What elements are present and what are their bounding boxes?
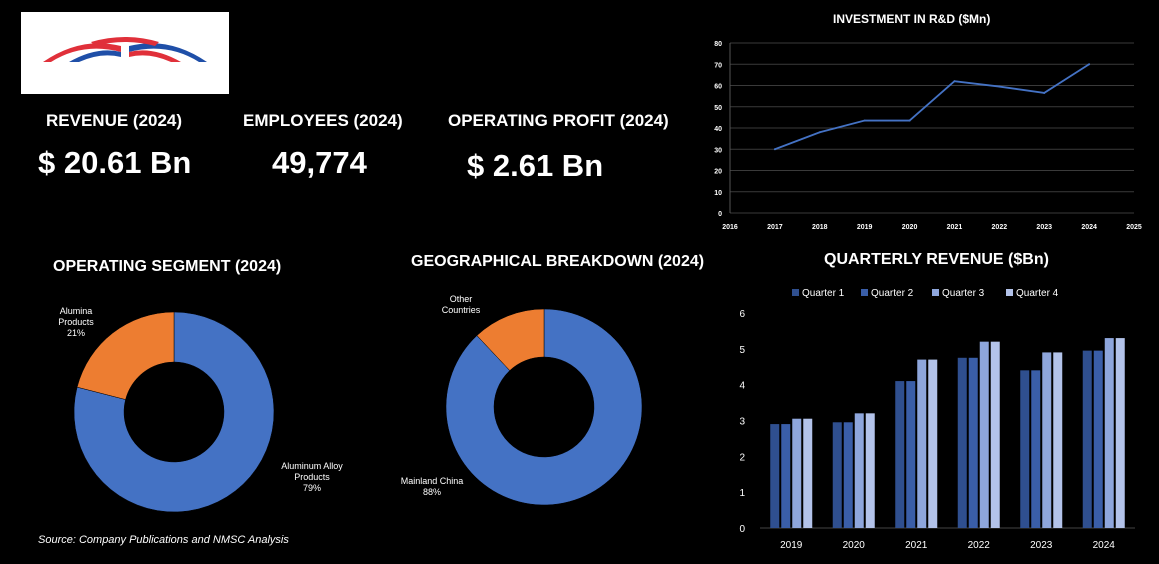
quarterly-bar: [1020, 370, 1030, 528]
geo-chart-title: GEOGRAPHICAL BREAKDOWN (2024): [411, 253, 705, 270]
quarterly-x-tick-label: 2023: [1030, 540, 1053, 551]
rd-x-tick-label: 2019: [857, 224, 873, 231]
rd-y-tick-label: 20: [714, 169, 722, 176]
rd-data-point: [908, 119, 911, 122]
quarterly-bar: [832, 422, 842, 528]
rd-y-tick-label: 50: [714, 105, 722, 112]
quarterly-chart-title: QUARTERLY REVENUE ($Bn): [824, 251, 1049, 268]
quarterly-y-tick-label: 2: [739, 452, 745, 463]
kpi-employees-label: EMPLOYEES (2024): [243, 111, 403, 130]
legend-swatch: [792, 289, 799, 296]
rd-x-tick-label: 2020: [902, 224, 918, 231]
legend-label: Quarter 4: [1016, 288, 1059, 299]
quarterly-bar-chart: Quarter 1 Quarter 2 Quarter 3 Quarter 4 0 1 2 3…: [739, 288, 1135, 551]
quarterly-bar: [843, 422, 853, 528]
rd-y-tick-label: 70: [714, 62, 722, 69]
segment-slice: [73, 311, 275, 513]
segment-slice-label: Alumina Products 21%: [58, 306, 94, 338]
quarterly-bar: [1093, 350, 1103, 528]
quarterly-bar: [803, 418, 813, 528]
quarterly-y-tick-label: 0: [739, 524, 745, 535]
segment-slice-label: Aluminum Alloy Products 79%: [281, 461, 343, 493]
rd-x-tick-label: 2025: [1126, 224, 1142, 231]
rd-line-chart: 0 10 20 30 40 50 60 70 80 2016 2017 2018 2019 2020 202…: [714, 41, 1142, 231]
rd-data-point: [773, 148, 776, 151]
quarterly-x-tick-label: 2024: [1093, 540, 1116, 551]
geo-slice-label: Mainland China 88%: [401, 476, 464, 497]
kpi-operating-profit-value: $ 2.61 Bn: [467, 148, 604, 183]
legend-swatch: [932, 289, 939, 296]
quarterly-bar: [781, 424, 791, 528]
geo-donut-chart: Mainland China 88% Other Countries: [401, 294, 643, 506]
quarterly-bar: [990, 341, 1000, 528]
rd-x-tick-label: 2021: [947, 224, 963, 231]
segment-slice: [76, 311, 175, 400]
rd-y-tick-label: 60: [714, 84, 722, 91]
rd-series-line: [774, 63, 1090, 151]
quarterly-bar: [1031, 370, 1041, 528]
segment-donut-chart: Aluminum Alloy Products 79% Alumina Products…: [58, 306, 343, 513]
quarterly-y-tick-label: 5: [739, 345, 745, 356]
kpi-revenue-label: REVENUE (2024): [46, 111, 183, 130]
segment-chart-title: OPERATING SEGMENT (2024): [53, 258, 282, 275]
rd-x-tick-label: 2016: [722, 224, 738, 231]
quarterly-bar: [979, 341, 989, 528]
source-note: Source: Company Publications and NMSC An…: [38, 534, 289, 546]
rd-data-point: [953, 80, 956, 83]
rd-y-tick-label: 10: [714, 190, 722, 197]
logo-arc-icon: [43, 37, 207, 62]
rd-data-point: [863, 119, 866, 122]
quarterly-bar: [928, 359, 938, 528]
rd-x-tick-label: 2018: [812, 224, 828, 231]
rd-y-tick-label: 0: [718, 211, 722, 218]
quarterly-bar: [854, 413, 864, 528]
rd-x-tick-label: 2017: [767, 224, 783, 231]
geo-slice: [445, 308, 643, 506]
kpi-employees-value: 49,774: [272, 145, 367, 180]
rd-x-tick-label: 2024: [1081, 224, 1097, 231]
quarterly-y-tick-label: 4: [739, 381, 745, 392]
rd-x-tick-label: 2022: [992, 224, 1008, 231]
legend-swatch: [861, 289, 868, 296]
geo-slice: [476, 308, 545, 371]
quarterly-bar: [1053, 352, 1063, 528]
kpi-operating-profit-label: OPERATING PROFIT (2024): [448, 111, 669, 130]
legend-label: Quarter 1: [802, 288, 845, 299]
rd-data-point: [1043, 91, 1046, 94]
quarterly-bar: [917, 359, 927, 528]
quarterly-x-tick-label: 2022: [968, 540, 991, 551]
rd-y-tick-label: 30: [714, 147, 722, 154]
rd-data-point: [1088, 63, 1091, 66]
rd-x-tick-label: 2023: [1036, 224, 1052, 231]
quarterly-bar: [1082, 350, 1092, 528]
legend-label: Quarter 3: [942, 288, 985, 299]
quarterly-bar: [1042, 352, 1052, 528]
rd-y-tick-label: 40: [714, 126, 722, 133]
quarterly-bar: [906, 381, 916, 528]
quarterly-bar: [792, 418, 802, 528]
legend-label: Quarter 2: [871, 288, 914, 299]
quarterly-x-tick-label: 2019: [780, 540, 803, 551]
quarterly-x-tick-label: 2020: [843, 540, 866, 551]
rd-data-point: [818, 131, 821, 134]
quarterly-bar: [1104, 338, 1114, 528]
quarterly-bar: [968, 357, 978, 528]
rd-chart-title: INVESTMENT IN R&D ($Mn): [833, 12, 991, 26]
legend-swatch: [1006, 289, 1013, 296]
quarterly-y-tick-label: 1: [739, 488, 745, 499]
rd-data-point: [998, 85, 1001, 88]
kpi-revenue-value: $ 20.61 Bn: [38, 145, 192, 180]
geo-slice-label: Other Countries: [442, 294, 481, 315]
rd-y-tick-label: 80: [714, 41, 722, 48]
quarterly-x-tick-label: 2021: [905, 540, 928, 551]
quarterly-y-tick-label: 3: [739, 417, 745, 428]
quarterly-y-tick-label: 6: [739, 309, 745, 320]
quarterly-bar: [1115, 338, 1125, 528]
quarterly-bar: [957, 357, 967, 528]
quarterly-bar: [865, 413, 875, 528]
company-logo: [21, 12, 229, 94]
quarterly-bar: [895, 381, 905, 528]
quarterly-bar: [770, 424, 780, 528]
